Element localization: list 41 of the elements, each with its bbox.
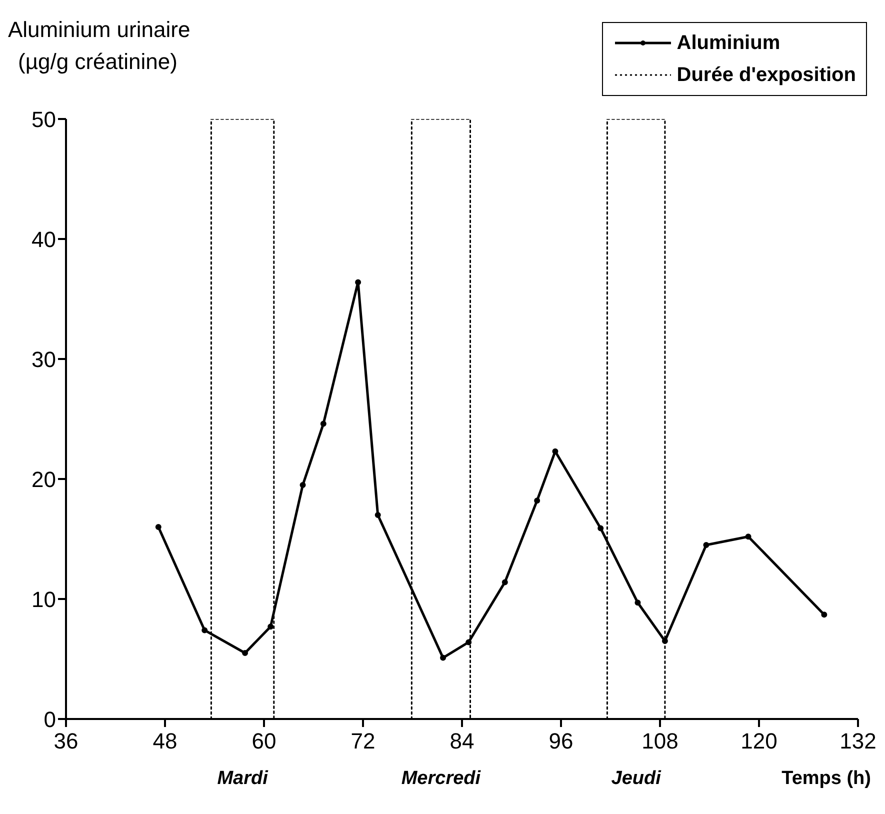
x-tick-label: 72 <box>350 728 376 754</box>
text: Mercredi <box>401 768 481 790</box>
y-tick-label: 40 <box>32 226 56 252</box>
y-tick-label: 10 <box>32 586 56 612</box>
point <box>634 600 641 606</box>
point <box>242 650 248 656</box>
point <box>598 525 604 532</box>
point <box>502 579 508 586</box>
x-tick-label: 96 <box>548 728 574 754</box>
y-tick-label: 20 <box>32 466 56 492</box>
point <box>534 498 540 504</box>
y-tick-label: 0 <box>44 706 56 732</box>
x-tick-label: 84 <box>450 728 474 754</box>
point <box>155 524 162 530</box>
y-tick-label: 30 <box>32 346 56 372</box>
point <box>662 638 668 644</box>
point <box>821 612 828 618</box>
point <box>202 627 208 634</box>
text: Mardi <box>217 768 268 790</box>
x-axis-title: Temps (h) <box>782 768 871 790</box>
point <box>745 534 752 540</box>
point <box>374 512 381 518</box>
x-tick-label: 48 <box>152 728 178 754</box>
point <box>466 639 472 646</box>
x-tick-label: 120 <box>740 728 778 754</box>
point <box>440 654 446 661</box>
point <box>320 420 326 427</box>
y-tick-label: 50 <box>32 106 56 132</box>
legend-label: Durée d'exposition <box>676 63 856 88</box>
point <box>300 482 306 488</box>
x-tick-label: 36 <box>54 728 78 754</box>
point <box>268 624 274 630</box>
point <box>552 448 558 454</box>
point <box>703 542 710 548</box>
x-tick-label: 108 <box>642 728 678 754</box>
y-axis-title: Aluminium urinaire (µg/g créatinine) <box>8 16 190 76</box>
x-tick-label: 60 <box>252 728 276 754</box>
point <box>355 279 362 286</box>
legend-label: Aluminium <box>676 31 780 56</box>
x-tick-label: 132 <box>840 728 876 754</box>
text: Jeudi <box>611 768 661 790</box>
